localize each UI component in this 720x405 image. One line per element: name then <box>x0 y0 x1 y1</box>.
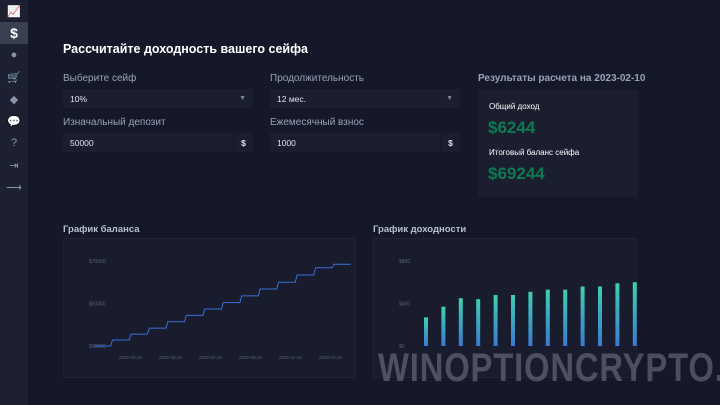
y-tick-label: $400 <box>399 302 410 308</box>
safe-label: Выберите сейф <box>63 73 137 84</box>
results-title: Результаты расчета на 2023-02-10 <box>478 73 646 84</box>
duration-select[interactable]: 12 мес. ▼ <box>270 89 460 108</box>
x-tick-label: 2022-05-10 <box>159 355 183 360</box>
profit-bar <box>476 299 481 346</box>
dollar-icon[interactable]: $ <box>0 22 28 44</box>
y-tick-label: $70000 <box>89 259 106 265</box>
profit-bar <box>563 289 568 346</box>
income-value: $6244 <box>488 118 536 137</box>
duration-label: Продолжительность <box>270 73 364 84</box>
monthly-value: 1000 <box>277 137 296 148</box>
deposit-input[interactable]: 50000 $ <box>63 133 253 152</box>
cart-icon[interactable]: 🛒 <box>7 71 21 84</box>
safe-select[interactable]: 10% ▼ <box>63 89 253 108</box>
profit-bar <box>528 291 533 346</box>
profit-bar <box>545 289 550 346</box>
x-tick-label: 2023-01-10 <box>319 355 343 360</box>
monthly-input[interactable]: 1000 $ <box>270 133 460 152</box>
results-card: Общий доход $6244 Итоговый баланс сейфа … <box>478 90 638 197</box>
profit-bar <box>615 283 620 346</box>
watermark: WINOPTIONCRYPTO.COM <box>378 346 720 390</box>
page-title: Рассчитайте доходность вашего сейфа <box>63 42 308 56</box>
currency-suffix: $ <box>440 133 460 152</box>
safe-value: 10% <box>70 93 88 104</box>
profit-bar <box>598 286 602 346</box>
sidebar: 📈 $ ● 🛒 ◆ 💬? ⇥ ⟶ <box>0 0 28 405</box>
balance-line <box>94 263 351 347</box>
balance-label: Итоговый баланс сейфа <box>489 148 580 157</box>
x-tick-label: 2022-07-10 <box>199 355 223 360</box>
profit-bar <box>632 282 637 346</box>
balance-chart: $70000 $60000 $50000 2022-03-10 2022-05-10 20… <box>63 238 356 378</box>
y-tick-label: $0 <box>399 344 405 350</box>
deposit-label: Изначальный депозит <box>63 117 166 128</box>
monthly-label: Ежемесячный взнос <box>270 117 364 128</box>
logout-icon[interactable]: ⇥ <box>9 159 19 172</box>
arrow-right-icon[interactable]: ⟶ <box>6 181 22 194</box>
diamond-icon[interactable]: ◆ <box>9 93 19 106</box>
balance-value: $69244 <box>488 164 545 183</box>
profit-bar <box>580 286 585 346</box>
user-icon[interactable]: ● <box>10 49 18 61</box>
balance-chart-title: График баланса <box>63 224 140 235</box>
currency-suffix: $ <box>233 133 253 152</box>
income-label: Общий доход <box>489 102 540 111</box>
x-tick-label: 2022-11-10 <box>279 355 302 360</box>
duration-value: 12 мес. <box>277 93 306 104</box>
chevron-down-icon: ▼ <box>446 95 453 102</box>
chart-line-icon[interactable]: 📈 <box>7 5 21 18</box>
help-icon[interactable]: ? <box>10 137 18 149</box>
profit-bar <box>458 298 463 346</box>
chevron-down-icon: ▼ <box>239 95 246 102</box>
profit-chart: $800 $400 $0 <box>373 238 637 378</box>
profit-chart-title: График доходности <box>373 224 467 235</box>
y-tick-label: $60000 <box>89 302 106 308</box>
chat-icon[interactable]: 💬 <box>7 115 21 128</box>
profit-bar <box>511 295 515 346</box>
profit-bar <box>441 306 446 346</box>
profit-bar <box>493 295 498 346</box>
y-tick-label: $50000 <box>89 344 106 350</box>
x-tick-label: 2022-09-10 <box>239 355 263 360</box>
y-tick-label: $800 <box>399 259 410 265</box>
deposit-value: 50000 <box>70 137 94 148</box>
profit-bar <box>424 317 428 346</box>
x-tick-label: 2022-03-10 <box>119 355 143 360</box>
